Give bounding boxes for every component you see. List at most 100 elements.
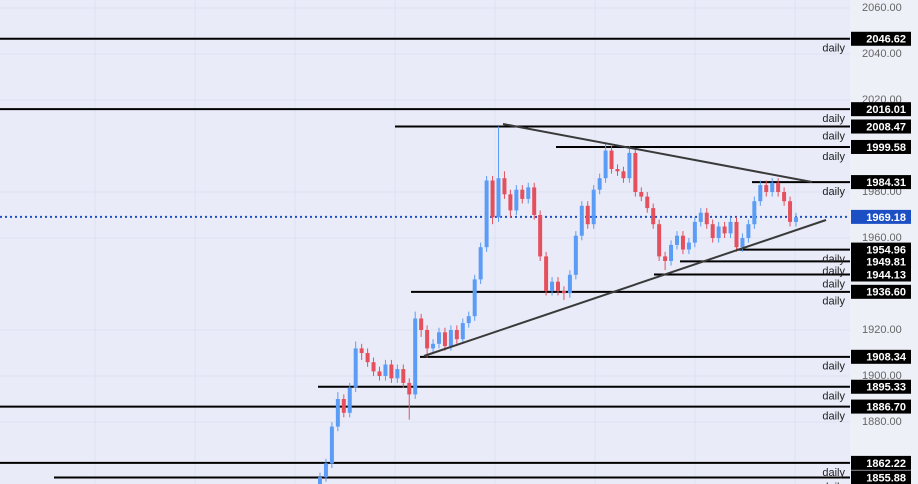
candle-body (716, 226, 721, 238)
candle-body (520, 189, 525, 199)
level-label-box (851, 267, 911, 282)
level-label-box (851, 31, 911, 46)
current-price-box (851, 209, 911, 224)
candle-body (770, 182, 775, 192)
candle-body (478, 247, 483, 280)
candle-body (395, 369, 400, 379)
candle-body (686, 242, 691, 250)
candle-body (460, 323, 465, 340)
candle-body (538, 214, 543, 257)
level-label-box (851, 470, 911, 484)
candle-body (448, 329, 453, 347)
candle-body (609, 150, 614, 169)
candle-body (633, 152, 638, 192)
candle-body (752, 201, 757, 225)
candle-body (573, 235, 578, 275)
level-label-box (851, 175, 911, 190)
candle-body (788, 201, 793, 222)
candle-body (484, 180, 489, 248)
level-label-box (851, 254, 911, 269)
candle-body (722, 226, 727, 234)
level-note: daily (822, 265, 845, 277)
level-label: 1936.60 (866, 287, 906, 299)
candle-body (579, 205, 584, 236)
candle-body (425, 329, 430, 349)
y-tick-label: 1880.00 (862, 416, 902, 428)
level-note: daily (822, 151, 845, 163)
candle-body (496, 178, 501, 218)
level-label: 2046.62 (866, 34, 906, 46)
candle-body (371, 362, 376, 372)
level-label: 1862.22 (866, 458, 906, 470)
y-tick-label: 2060.00 (862, 2, 902, 14)
candle-body (615, 168, 620, 172)
candle-body (419, 318, 424, 330)
candle-body (341, 398, 346, 413)
candle-body (782, 191, 787, 202)
candle-body (639, 191, 644, 197)
candle-body (591, 189, 596, 225)
candle-body (318, 477, 322, 484)
candle-body (389, 364, 394, 379)
candle-body (454, 329, 459, 340)
level-note: daily (822, 278, 845, 290)
candle-body (740, 237, 745, 248)
candle-body (490, 180, 495, 218)
level-label-box (851, 102, 911, 117)
candle-body (365, 352, 370, 363)
level-note: daily (822, 296, 845, 308)
candle-body (466, 316, 471, 324)
candle-body (597, 178, 602, 190)
candle-body (776, 182, 781, 192)
candle-body (335, 398, 340, 427)
candle-body (651, 208, 656, 225)
level-label-box (851, 349, 911, 364)
candle-body (353, 348, 358, 388)
candle-body (669, 244, 674, 261)
candle-body (401, 369, 406, 383)
trendline (423, 219, 827, 357)
candle-body (407, 382, 412, 395)
level-label: 1908.34 (866, 352, 907, 364)
candle-body (544, 256, 549, 291)
current-price-label: 1969.18 (866, 212, 906, 224)
level-note: daily (822, 186, 845, 198)
candle-body (567, 274, 572, 294)
candle-body (627, 152, 632, 179)
candle-body (794, 217, 798, 222)
level-note: daily (822, 43, 845, 55)
level-note: daily (822, 113, 845, 125)
level-note: daily (822, 253, 845, 265)
level-label-box (851, 284, 911, 299)
candle-body (359, 348, 364, 353)
level-label-box (851, 455, 911, 470)
y-tick-label: 2040.00 (862, 48, 902, 60)
candle-body (514, 189, 519, 211)
candle-body (663, 256, 668, 261)
candle-body (442, 332, 447, 347)
candle-body (758, 185, 763, 202)
candle-body (585, 205, 590, 225)
candle-body (347, 387, 352, 413)
candle-body (728, 221, 733, 234)
level-label: 1949.81 (866, 256, 906, 268)
level-label: 1944.13 (866, 269, 906, 281)
candle-body (329, 426, 334, 464)
level-note: daily (822, 467, 845, 479)
level-note: daily (822, 130, 845, 142)
candle-body (710, 224, 715, 238)
level-note: daily (822, 481, 845, 484)
candle-body (680, 235, 685, 250)
candle-body (413, 318, 418, 395)
level-label: 1984.31 (866, 177, 906, 189)
level-label: 2008.47 (866, 121, 906, 133)
candle-body (645, 196, 650, 209)
level-note: daily (822, 410, 845, 422)
level-label: 1999.58 (866, 142, 906, 154)
y-tick-label: 1900.00 (862, 370, 902, 382)
candle-body (556, 281, 560, 291)
level-label: 1886.70 (866, 401, 906, 413)
candle-body (383, 364, 388, 376)
level-label-box (851, 242, 911, 257)
